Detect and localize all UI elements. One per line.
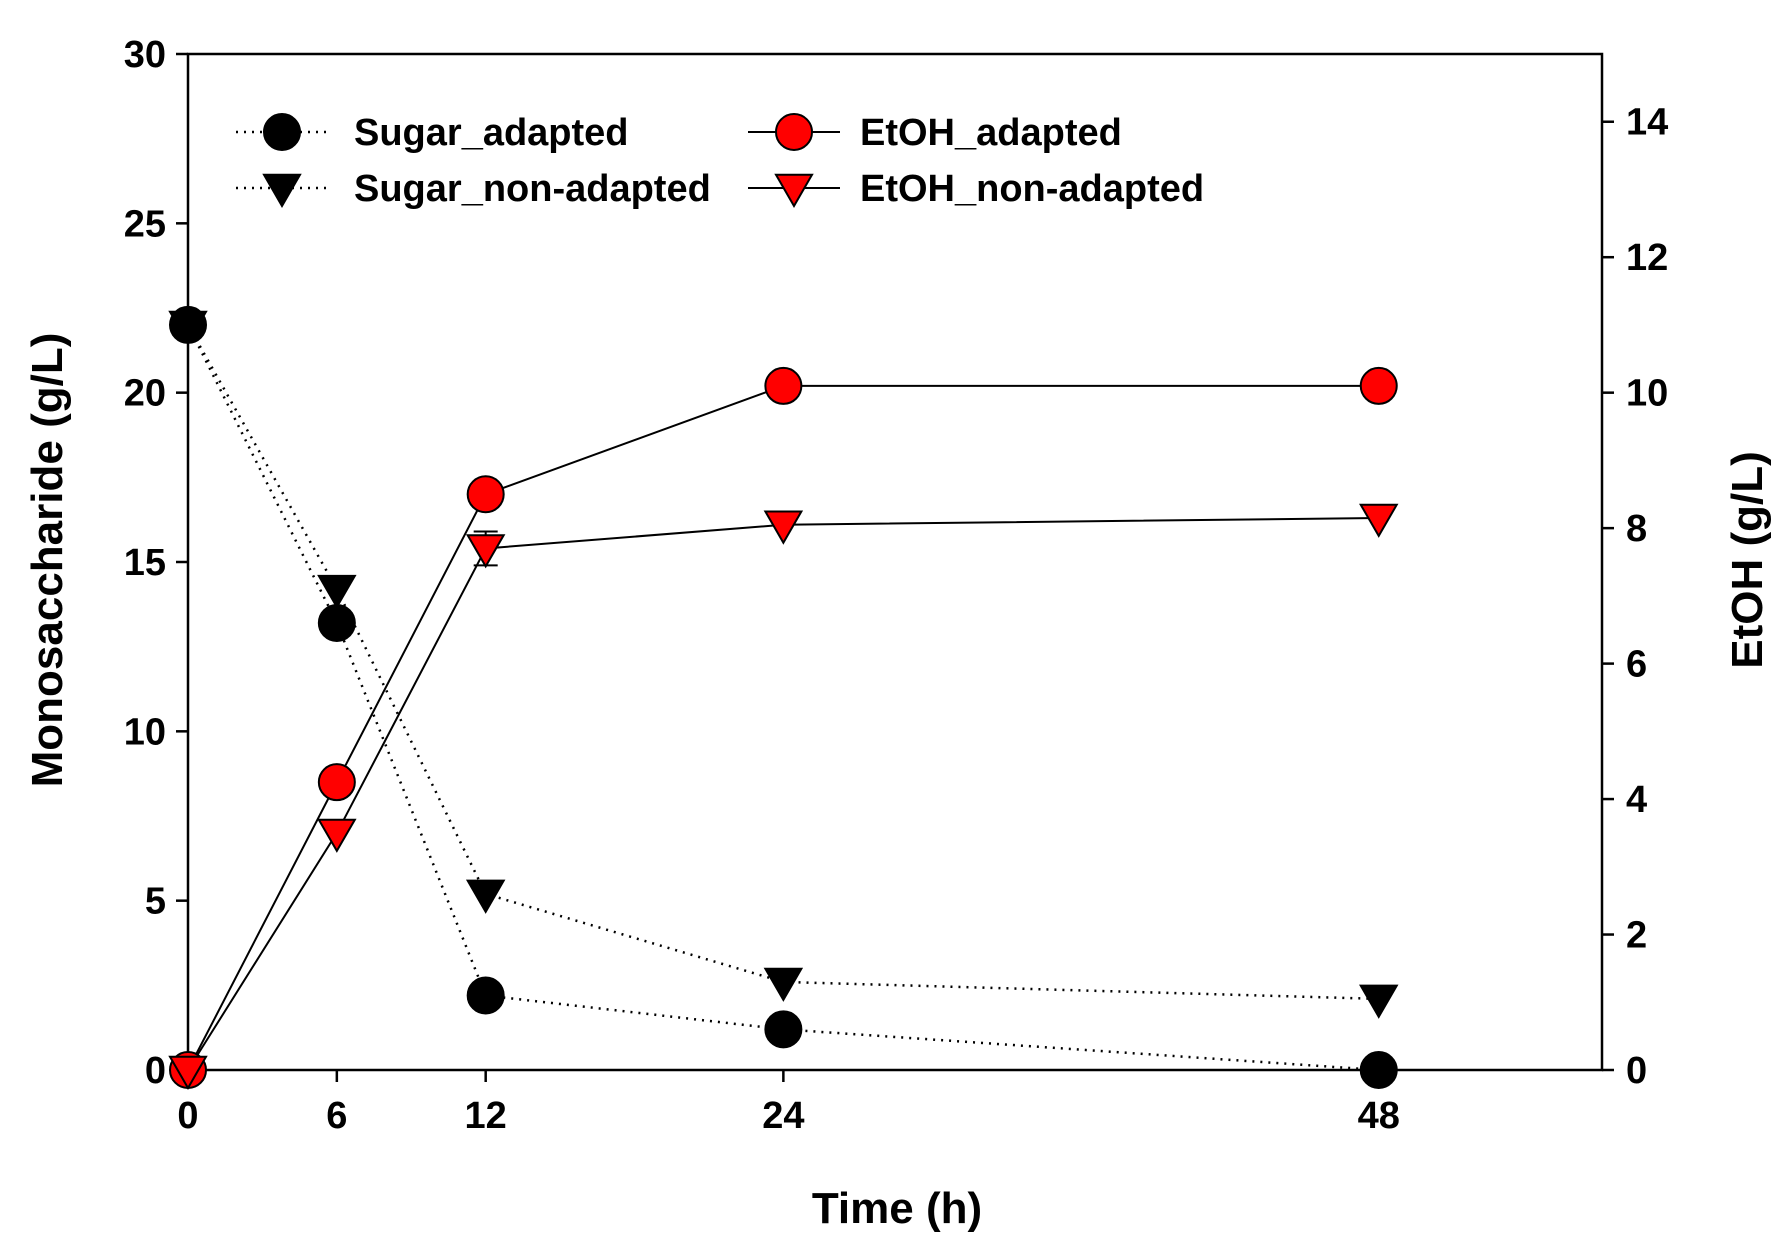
data-point-Sugar_adapted (466, 976, 505, 1015)
y-tick-label: 10 (124, 711, 166, 753)
y-axis-title: Monosaccharide (g/L) (23, 333, 72, 788)
y-tick-label: 15 (124, 542, 166, 584)
y2-tick-label: 0 (1626, 1050, 1647, 1092)
series-line-Sugar_non-adapted (186, 324, 1379, 1001)
data-point-EtOH_adapted (317, 763, 356, 802)
legend-marker-Sugar_adapted (263, 113, 301, 151)
data-point-EtOH_non-adapted (317, 818, 357, 853)
data-point-EtOH_non-adapted (168, 1055, 208, 1090)
y2-tick-label: 14 (1626, 102, 1668, 144)
data-point-Sugar_non-adapted (168, 310, 208, 345)
y-tick-label: 20 (124, 373, 166, 415)
legend-label-EtOH_non-adapted: EtOH_non-adapted (860, 168, 1204, 210)
y2-tick-label: 12 (1626, 237, 1668, 279)
x-axis: 0 6 12 24 48 (177, 1070, 1400, 1137)
legend-label-Sugar_non-adapted: Sugar_non-adapted (354, 168, 711, 210)
legend-label-EtOH_adapted: EtOH_adapted (860, 112, 1122, 154)
x-tick-label: 12 (465, 1095, 507, 1137)
x-tick-label: 48 (1358, 1095, 1400, 1137)
series-line-Sugar_adapted (186, 324, 1379, 1072)
series-line-EtOH_adapted (187, 384, 1379, 1071)
data-point-Sugar_adapted (1359, 1051, 1398, 1089)
x-tick-label: 6 (326, 1095, 347, 1137)
x-tick-label: 24 (762, 1095, 804, 1137)
y-tick-label: 30 (124, 34, 166, 76)
data-point-EtOH_non-adapted (1359, 503, 1399, 538)
y2-tick-label: 6 (1626, 644, 1647, 686)
y-tick-label: 0 (145, 1050, 166, 1092)
y-axis-left: 0 5 10 15 20 25 30 (124, 34, 188, 1092)
legend-marker-EtOH_adapted (775, 113, 813, 151)
data-point-EtOH_non-adapted (465, 534, 506, 569)
legend-marker-EtOH_non-adapted (774, 173, 814, 208)
data-point-Sugar_non-adapted (317, 574, 357, 610)
y-tick-label: 25 (124, 203, 166, 245)
x-axis-title: Time (h) (812, 1184, 982, 1233)
data-point-EtOH_adapted (1359, 366, 1398, 405)
data-point-Sugar_adapted (764, 1010, 803, 1049)
y2-tick-label: 2 (1626, 915, 1647, 957)
y2-tick-label: 4 (1626, 779, 1647, 821)
legend-marker-Sugar_non-adapted (262, 173, 302, 208)
x-tick-label: 0 (177, 1095, 198, 1137)
data-point-EtOH_non-adapted (763, 510, 804, 545)
y2-tick-label: 10 (1626, 373, 1668, 415)
legend: Sugar_adapted Sugar_non-adapted EtOH_adapt… (236, 112, 1204, 210)
data-point-EtOH_adapted (764, 366, 803, 405)
legend-label-Sugar_adapted: Sugar_adapted (354, 112, 629, 154)
data-point-Sugar_adapted (317, 603, 356, 642)
y-tick-label: 5 (145, 881, 166, 923)
data-point-Sugar_non-adapted (1359, 984, 1399, 1019)
data-point-EtOH_adapted (466, 475, 505, 514)
y2-tick-label: 8 (1626, 508, 1647, 550)
data-point-Sugar_non-adapted (465, 879, 506, 914)
data-point-Sugar_non-adapted (763, 967, 804, 1002)
y-axis-right: 0 2 4 6 8 10 12 14 (1602, 102, 1668, 1092)
y2-axis-title: EtOH (g/L) (1723, 451, 1772, 669)
series-layer (168, 305, 1399, 1090)
